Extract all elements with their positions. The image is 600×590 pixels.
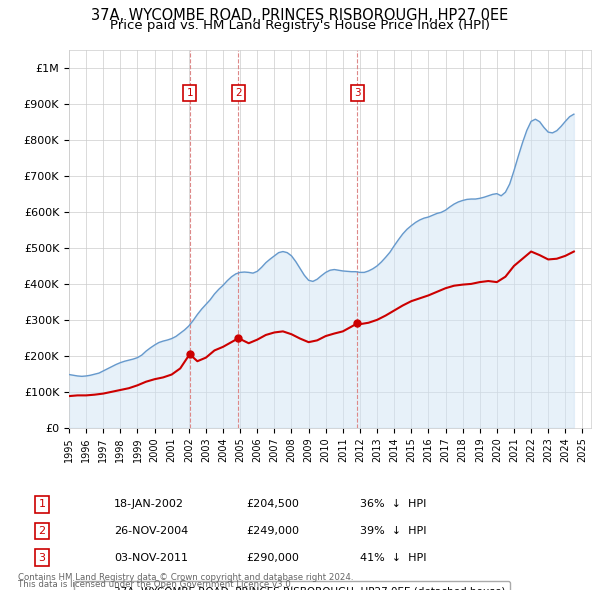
Text: 2: 2 xyxy=(38,526,46,536)
Text: 37A, WYCOMBE ROAD, PRINCES RISBOROUGH, HP27 0EE: 37A, WYCOMBE ROAD, PRINCES RISBOROUGH, H… xyxy=(91,8,509,22)
Text: 03-NOV-2011: 03-NOV-2011 xyxy=(114,553,188,562)
Text: 39%  ↓  HPI: 39% ↓ HPI xyxy=(360,526,427,536)
Text: 2: 2 xyxy=(235,88,242,99)
Text: Contains HM Land Registry data © Crown copyright and database right 2024.: Contains HM Land Registry data © Crown c… xyxy=(18,573,353,582)
Text: 1: 1 xyxy=(187,88,193,99)
Text: Price paid vs. HM Land Registry's House Price Index (HPI): Price paid vs. HM Land Registry's House … xyxy=(110,19,490,32)
Text: £290,000: £290,000 xyxy=(246,553,299,562)
Text: 1: 1 xyxy=(38,500,46,509)
Text: £249,000: £249,000 xyxy=(246,526,299,536)
Text: £204,500: £204,500 xyxy=(246,500,299,509)
Text: This data is licensed under the Open Government Licence v3.0.: This data is licensed under the Open Gov… xyxy=(18,581,293,589)
Text: 3: 3 xyxy=(38,553,46,562)
Text: 3: 3 xyxy=(354,88,361,99)
Text: 41%  ↓  HPI: 41% ↓ HPI xyxy=(360,553,427,562)
Text: 18-JAN-2002: 18-JAN-2002 xyxy=(114,500,184,509)
Legend: 37A, WYCOMBE ROAD, PRINCES RISBOROUGH, HP27 0EE (detached house), HPI: Average p: 37A, WYCOMBE ROAD, PRINCES RISBOROUGH, H… xyxy=(74,581,511,590)
Text: 36%  ↓  HPI: 36% ↓ HPI xyxy=(360,500,427,509)
Text: 26-NOV-2004: 26-NOV-2004 xyxy=(114,526,188,536)
